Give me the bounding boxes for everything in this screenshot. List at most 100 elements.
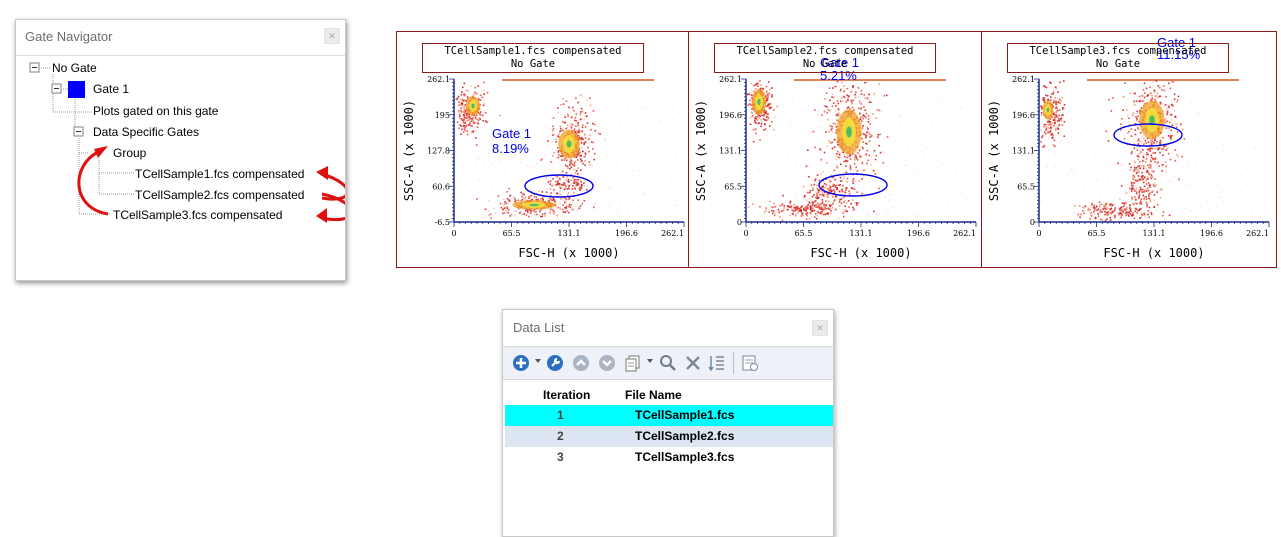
red-annotation-arrows <box>77 150 345 221</box>
data-list-panel: Data List ✕ <box>502 309 834 537</box>
column-header-file-name[interactable]: File Name <box>625 388 682 402</box>
event-cloud <box>454 81 679 219</box>
gate-ellipse[interactable] <box>1113 123 1183 147</box>
gate-ellipse[interactable] <box>524 174 594 198</box>
y-tick-label: 195 <box>435 111 450 120</box>
tree-node-sample1[interactable]: TCellSample1.fcs compensated <box>135 167 305 181</box>
toolbar-separator <box>733 352 734 374</box>
y-axis-label: SSC-A (x 1000) <box>402 100 416 201</box>
x-tick-label: 0 <box>1036 229 1041 238</box>
y-tick-label: 262.1 <box>719 75 742 84</box>
sort-icon[interactable] <box>707 353 727 373</box>
plot-title-sample: TCellSample2.fcs compensated <box>736 45 914 57</box>
expander-no-gate[interactable] <box>29 62 40 73</box>
scatter-plot-sample2[interactable]: 0 65.5 131.1 196.6 262.1 262.1 196.6 131.1 65.5 0… <box>688 31 984 268</box>
x-tick-label: 262.1 <box>953 229 976 238</box>
scatter-plot-canvas: 0 65.5 131.1 196.6 262.1 262.1 196.6 131.1 65.5 0… <box>694 55 977 260</box>
plot-title-box: TCellSample2.fcs compensated No Gate <box>714 43 936 73</box>
y-tick-label: 262.1 <box>1012 75 1035 84</box>
x-axis-label: FSC-H (x 1000) <box>518 246 619 260</box>
y-tick-label: 196.6 <box>1012 111 1035 120</box>
y-tick-label: 60.6 <box>432 182 450 191</box>
plot-title-sample: TCellSample1.fcs compensated <box>444 45 622 57</box>
gate-label: Gate 1 <box>1157 35 1196 50</box>
y-tick-label: 0 <box>1030 218 1035 227</box>
y-tick-label: 127.8 <box>427 147 450 156</box>
close-icon[interactable]: ✕ <box>324 28 340 44</box>
expander-gate1[interactable] <box>51 83 62 94</box>
copy-dropdown-caret[interactable] <box>647 359 653 363</box>
add-icon[interactable] <box>511 353 531 373</box>
tree-node-sample3[interactable]: TCellSample3.fcs compensated <box>113 208 283 222</box>
delete-icon[interactable] <box>683 353 703 373</box>
table-row[interactable]: 2 TCellSample2.fcs <box>505 426 833 447</box>
scatter-plot-sample1[interactable]: 0 65.5 131.1 196.6 262.1 262.1 195 127.8 60.6 -6.… <box>396 31 692 268</box>
x-tick-label: 0 <box>743 229 748 238</box>
x-tick-label: 65.5 <box>795 229 813 238</box>
x-tick-label: 262.1 <box>661 229 684 238</box>
x-axis-label: FSC-H (x 1000) <box>810 246 911 260</box>
wrench-icon[interactable] <box>545 353 565 373</box>
tree-node-no-gate[interactable]: No Gate <box>52 61 97 75</box>
gate-percent: 5.21% <box>820 68 857 83</box>
x-axis-label: FSC-H (x 1000) <box>1103 246 1204 260</box>
row-file-name: TCellSample2.fcs <box>635 429 735 443</box>
tree-lines <box>29 62 345 223</box>
tree-node-sample2[interactable]: TCellSample2.fcs compensated <box>135 188 305 202</box>
row-file-name: TCellSample1.fcs <box>635 408 735 422</box>
search-icon[interactable] <box>658 353 678 373</box>
x-tick-label: 0 <box>451 229 456 238</box>
gate1-color-square <box>68 81 85 98</box>
x-tick-label: 196.6 <box>1200 229 1223 238</box>
y-tick-label: -6.5 <box>435 218 450 227</box>
copy-icon[interactable] <box>623 353 643 373</box>
settings-icon[interactable] <box>740 353 760 373</box>
scatter-plot-sample3[interactable]: 0 65.5 131.1 196.6 262.1 262.1 196.6 131.1 65.5 0… <box>981 31 1277 268</box>
gate-tree: No Gate Gate 1 Plots gated on this gate … <box>16 55 345 281</box>
plot-title-box: TCellSample1.fcs compensated No Gate <box>422 43 644 73</box>
tree-node-data-specific[interactable]: Data Specific Gates <box>93 125 200 139</box>
gate-percent: 8.19% <box>492 141 529 156</box>
y-tick-label: 196.6 <box>719 111 742 120</box>
gate-label: Gate 1 <box>492 126 531 141</box>
x-tick-label: 196.6 <box>907 229 930 238</box>
y-tick-label: 131.1 <box>1012 147 1035 156</box>
row-iteration: 3 <box>557 450 564 464</box>
down-icon[interactable] <box>597 353 617 373</box>
scatter-plot-canvas: 0 65.5 131.1 196.6 262.1 262.1 195 127.8 60.6 -6.… <box>402 75 685 260</box>
gate-percent: 11.15% <box>1157 47 1201 62</box>
gate-navigator-title: Gate Navigator <box>25 29 113 44</box>
gate-ellipse[interactable] <box>818 173 888 197</box>
tree-node-group[interactable]: Group <box>113 146 147 160</box>
table-row[interactable]: 1 TCellSample1.fcs <box>505 405 833 426</box>
close-icon[interactable]: ✕ <box>812 320 828 336</box>
y-axis-label: SSC-A (x 1000) <box>987 100 1001 201</box>
plot-axes <box>741 78 977 227</box>
plot-title-gate: No Gate <box>802 58 848 70</box>
y-tick-label: 65.5 <box>724 182 742 191</box>
scatter-plot-canvas: 0 65.5 131.1 196.6 262.1 262.1 196.6 131.1 65.5 0… <box>987 35 1270 260</box>
plot-title-box: TCellSample3.fcs compensated No Gate <box>1007 43 1229 73</box>
data-list-toolbar <box>503 346 833 380</box>
gate-navigator-panel: Gate Navigator ✕ <box>15 19 346 281</box>
y-tick-label: 131.1 <box>719 147 742 156</box>
column-header-iteration[interactable]: Iteration <box>543 388 591 402</box>
tree-node-gate1[interactable]: Gate 1 <box>93 82 130 96</box>
expander-data-specific[interactable] <box>73 126 84 137</box>
y-tick-label: 65.5 <box>1017 182 1035 191</box>
x-tick-label: 65.5 <box>503 229 521 238</box>
x-tick-label: 131.1 <box>850 229 873 238</box>
up-icon[interactable] <box>571 353 591 373</box>
add-dropdown-caret[interactable] <box>535 359 541 363</box>
plot-axes <box>449 78 685 227</box>
row-file-name: TCellSample3.fcs <box>635 450 735 464</box>
x-tick-label: 262.1 <box>1246 229 1269 238</box>
y-tick-label: 0 <box>737 218 742 227</box>
plot-title-gate: No Gate <box>1095 58 1141 70</box>
plot-axes <box>1034 78 1270 227</box>
table-row[interactable]: 3 TCellSample3.fcs <box>505 447 833 468</box>
gate-label: Gate 1 <box>820 55 859 70</box>
event-cloud <box>1040 80 1266 223</box>
data-list-table: Iteration File Name 1 TCellSample1.fcs 2… <box>505 385 833 468</box>
tree-node-plots-gated[interactable]: Plots gated on this gate <box>93 104 219 118</box>
